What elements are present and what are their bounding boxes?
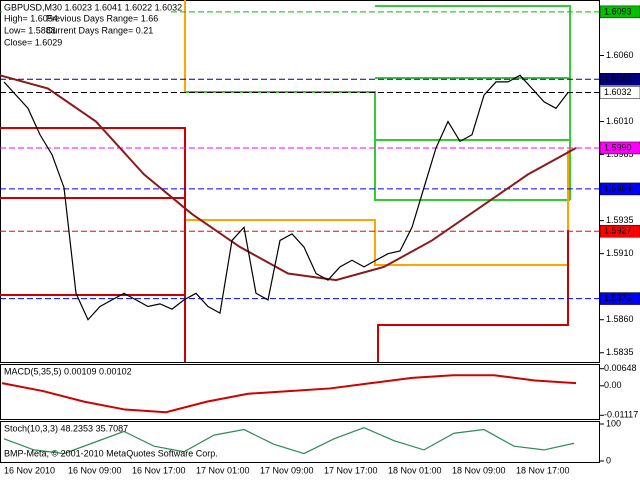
info: Close= 1.6029: [4, 37, 62, 47]
orange-box: [185, 150, 569, 266]
level-label: 1.6042: [604, 74, 632, 84]
level-label: 1.6093: [604, 6, 632, 16]
info: Low= 1.5888: [4, 25, 56, 35]
y-tick-label: 0.00: [604, 380, 622, 390]
copyright: BMP-Meta, © 2001-2010 MetaQuotes Softwar…: [4, 448, 218, 458]
stoch-title: Stoch(10,3,3) 48.2353 35.7087: [4, 423, 128, 433]
y-tick-label: 100: [606, 418, 621, 428]
x-tick-label: 17 Nov 01:00: [196, 465, 250, 475]
y-tick-label: 1.5860: [606, 314, 634, 324]
x-tick-label: 18 Nov 09:00: [452, 465, 506, 475]
moving-average: [0, 74, 577, 282]
level-label: 1.5990: [604, 142, 632, 152]
stoch-panel: [0, 421, 600, 463]
level-tag: [599, 292, 640, 305]
green-box: [375, 5, 571, 200]
info: Previous Days Range= 1.66: [46, 13, 158, 23]
x-tick-label: 17 Nov 17:00: [324, 465, 378, 475]
main-panel: [0, 0, 600, 363]
level-label: 1.6032: [604, 87, 632, 97]
level-tag: [599, 5, 640, 19]
info-box: [2, 2, 170, 50]
x-tick-label: 16 Nov 09:00: [68, 465, 122, 475]
y-tick-label: 1.6010: [606, 116, 634, 126]
y-tick-label: 1.5910: [606, 248, 634, 258]
level-tag: [599, 224, 640, 238]
level-tag: [599, 182, 640, 196]
x-tick-label: 18 Nov 17:00: [516, 465, 570, 475]
y-tick-label: 1.6060: [606, 50, 634, 60]
red-box: [377, 230, 569, 362]
level-tag: [599, 141, 640, 155]
y-tick-label: 1.5835: [606, 347, 634, 357]
macd-line: [1, 374, 577, 414]
price-line: [3, 74, 569, 321]
y-tick-label: 1.5935: [606, 215, 634, 225]
red-line: [0, 127, 186, 362]
x-tick-label: 16 Nov 2010: [4, 465, 55, 475]
level-label: 1.5927: [604, 226, 632, 236]
y-tick-label: 0: [606, 455, 611, 465]
x-tick-label: 18 Nov 01:00: [388, 465, 442, 475]
header: GBPUSD,M30 1.6023 1.6041 1.6022 1.6032: [4, 2, 182, 12]
level-tag: [599, 86, 640, 99]
x-tick-label: 16 Nov 17:00: [132, 465, 186, 475]
y-tick-label: -0.01117: [604, 410, 638, 420]
macd-panel: [0, 364, 600, 420]
macd-title: MACD(5,35,5) 0.00109 0.00102: [4, 366, 132, 376]
range-boxes: [0, 0, 571, 362]
level-tag: [599, 73, 640, 86]
x-tick-label: 17 Nov 09:00: [260, 465, 314, 475]
level-label: 1.5959: [604, 183, 632, 193]
data-layer: [0, 11, 604, 462]
info: Current Days Range= 0.21: [46, 25, 153, 35]
info: High= 1.6054: [4, 13, 58, 23]
stoch-line: [3, 427, 575, 455]
y-tick-label: 0.00648: [604, 363, 637, 373]
level-label: 1.5876: [604, 293, 632, 303]
